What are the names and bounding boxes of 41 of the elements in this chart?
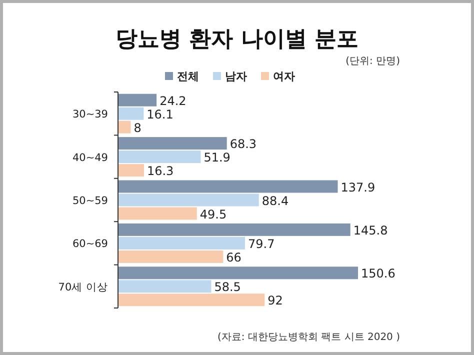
data-label: 137.9 xyxy=(340,180,376,194)
bar xyxy=(118,180,338,193)
data-label: 150.6 xyxy=(361,266,396,281)
bar xyxy=(118,280,212,293)
data-label: 66 xyxy=(226,250,242,264)
y-tick-label: 50~59 xyxy=(72,195,108,207)
bar xyxy=(118,94,157,106)
data-label: 24.2 xyxy=(160,94,186,108)
bar xyxy=(118,207,197,220)
legend-label: 남자 xyxy=(225,70,247,83)
data-label: 16.3 xyxy=(146,164,174,178)
data-label: 8 xyxy=(134,120,142,135)
data-label: 16.1 xyxy=(146,107,174,122)
y-tick-label: 70세 이상 xyxy=(58,281,108,294)
data-label: 58.5 xyxy=(214,280,241,294)
y-tick-label: 60~69 xyxy=(72,238,108,250)
data-label: 49.5 xyxy=(200,207,227,222)
bar xyxy=(118,150,201,164)
y-tick-label: 30~39 xyxy=(72,108,108,121)
data-label: 88.4 xyxy=(262,194,289,208)
text: (자료: 대한당뇨병학회 팩트 시트 2020 ) xyxy=(217,332,400,343)
legend-label: 전체 xyxy=(177,70,199,83)
chart-title: 당뇨병 환자 나이별 분포 xyxy=(116,27,358,52)
bar xyxy=(118,223,350,236)
data-label: 92 xyxy=(268,294,283,308)
bar xyxy=(118,120,131,134)
bar xyxy=(118,266,358,280)
bar xyxy=(118,194,259,206)
text: (단위: 만명) xyxy=(346,56,400,67)
y-tick-label: 40~49 xyxy=(72,152,108,164)
bar xyxy=(118,236,246,250)
data-label: 79.7 xyxy=(248,236,275,251)
bar xyxy=(118,164,144,177)
data-label: 51.9 xyxy=(204,150,230,165)
bar xyxy=(118,137,227,150)
data-label: 145.8 xyxy=(353,223,388,238)
bar xyxy=(118,250,224,263)
bar xyxy=(118,294,265,306)
bar xyxy=(118,107,144,120)
data-label: 68.3 xyxy=(230,137,257,152)
legend-label: 여자 xyxy=(273,70,295,83)
